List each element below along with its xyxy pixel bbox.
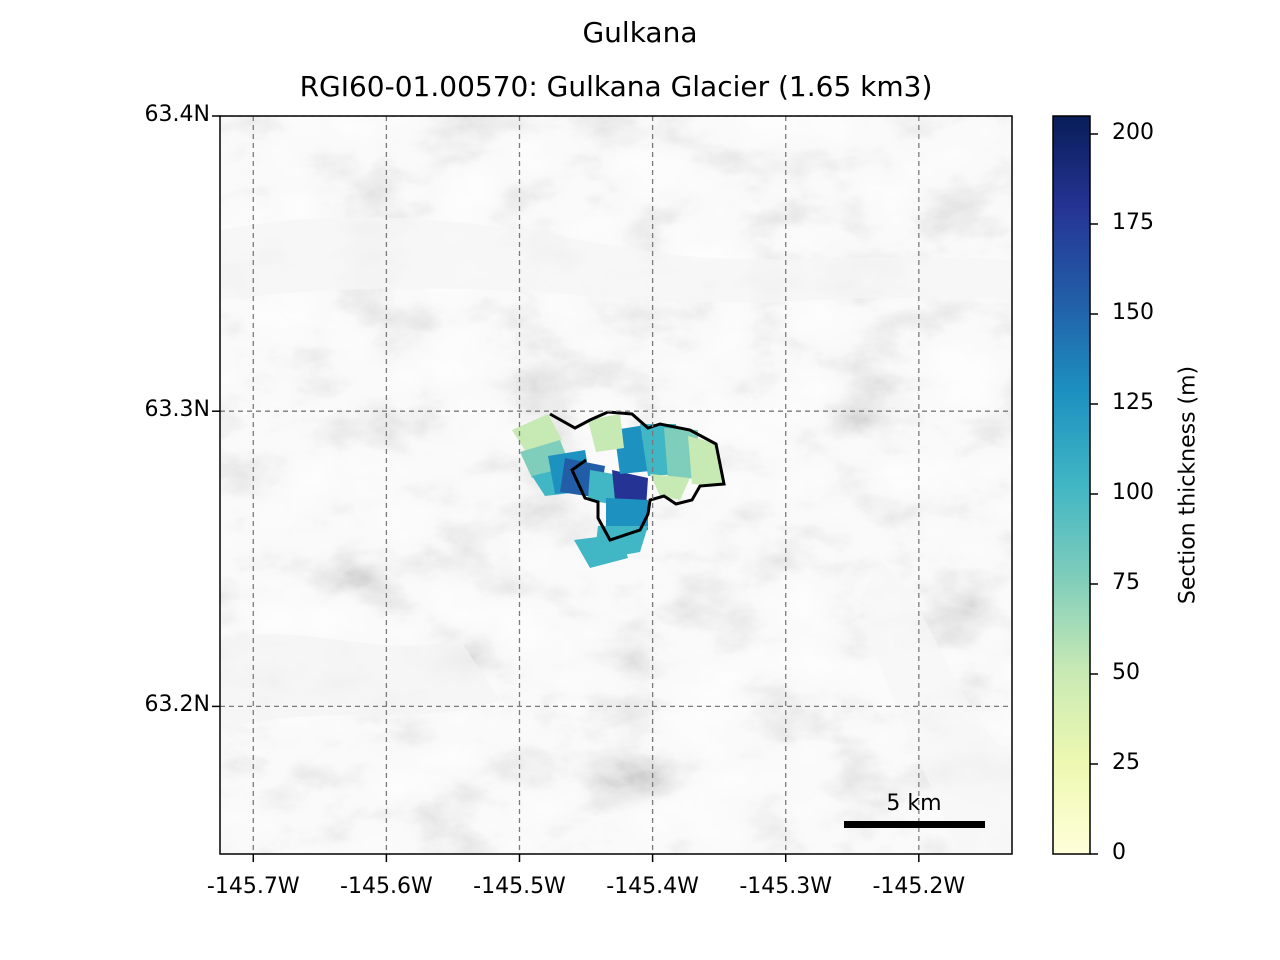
glacier-section [650, 474, 690, 500]
glacier-section [688, 436, 722, 486]
x-tick-label: -145.3W [739, 874, 833, 899]
colorbar-tick-label: 0 [1112, 840, 1126, 865]
x-tick-label: -145.6W [340, 874, 433, 899]
colorbar-tick-label: 25 [1112, 750, 1140, 775]
map-frame [219, 115, 1013, 855]
colorbar-frame [1052, 115, 1091, 855]
glacier-outline [549, 410, 726, 542]
x-tick-label: -145.7W [206, 874, 300, 899]
y-tick-label: 63.3N [144, 397, 210, 423]
colorbar-tick-label: 100 [1112, 480, 1154, 505]
colorbar-tick-label: 150 [1112, 300, 1154, 325]
valley-glacier-north [220, 217, 1012, 303]
scale-bar [844, 821, 985, 828]
figure-suptitle: Gulkana [582, 16, 698, 49]
colorbar-gradient [1053, 116, 1090, 854]
glacier-section [606, 498, 648, 534]
colorbar-tick-label: 125 [1112, 390, 1154, 415]
colorbar-tick-label: 50 [1112, 660, 1140, 685]
glacier-section [574, 534, 628, 568]
colorbar-tick-label: 175 [1112, 210, 1154, 235]
map-title: RGI60-01.00570: Gulkana Glacier (1.65 km… [299, 70, 933, 103]
y-tick-label: 63.4N [144, 102, 210, 127]
map-panel [220, 116, 1012, 854]
x-tick-label: -145.4W [606, 874, 699, 899]
colorbar-tick-label: 200 [1112, 120, 1154, 145]
colorbar-tick-label: 75 [1112, 570, 1140, 595]
x-tick-label: -145.5W [473, 874, 566, 899]
glacier-section [588, 414, 624, 452]
colorbar-title: Section thickness (m) [1175, 365, 1201, 605]
y-tick-label: 63.2N [144, 692, 210, 718]
x-tick-label: -145.2W [872, 874, 966, 899]
map-axis-ticks [212, 115, 920, 862]
map-grid [220, 116, 1012, 854]
scale-bar-label: 5 km [886, 791, 942, 816]
glacier-thickness-sections [512, 414, 722, 568]
colorbar-ticks [1090, 133, 1098, 855]
